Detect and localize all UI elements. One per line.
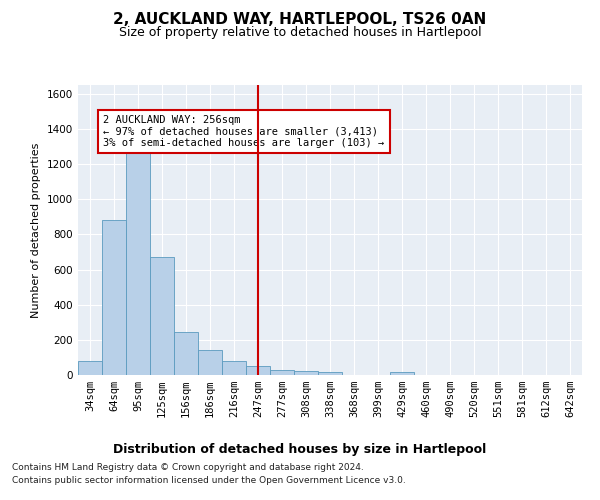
- Bar: [294, 370, 318, 375]
- Bar: [78, 361, 102, 375]
- Text: 2 AUCKLAND WAY: 256sqm
← 97% of detached houses are smaller (3,413)
3% of semi-d: 2 AUCKLAND WAY: 256sqm ← 97% of detached…: [103, 115, 385, 148]
- Bar: [246, 366, 270, 375]
- Bar: [318, 372, 342, 375]
- Text: Contains public sector information licensed under the Open Government Licence v3: Contains public sector information licen…: [12, 476, 406, 485]
- Bar: [102, 220, 126, 375]
- Bar: [126, 143, 150, 375]
- Text: Size of property relative to detached houses in Hartlepool: Size of property relative to detached ho…: [119, 26, 481, 39]
- Bar: [270, 370, 294, 375]
- Text: Distribution of detached houses by size in Hartlepool: Distribution of detached houses by size …: [113, 442, 487, 456]
- Bar: [222, 361, 246, 375]
- Bar: [174, 332, 198, 375]
- Text: Contains HM Land Registry data © Crown copyright and database right 2024.: Contains HM Land Registry data © Crown c…: [12, 462, 364, 471]
- Bar: [390, 372, 414, 375]
- Y-axis label: Number of detached properties: Number of detached properties: [31, 142, 41, 318]
- Bar: [198, 350, 222, 375]
- Text: 2, AUCKLAND WAY, HARTLEPOOL, TS26 0AN: 2, AUCKLAND WAY, HARTLEPOOL, TS26 0AN: [113, 12, 487, 28]
- Bar: [150, 257, 174, 375]
